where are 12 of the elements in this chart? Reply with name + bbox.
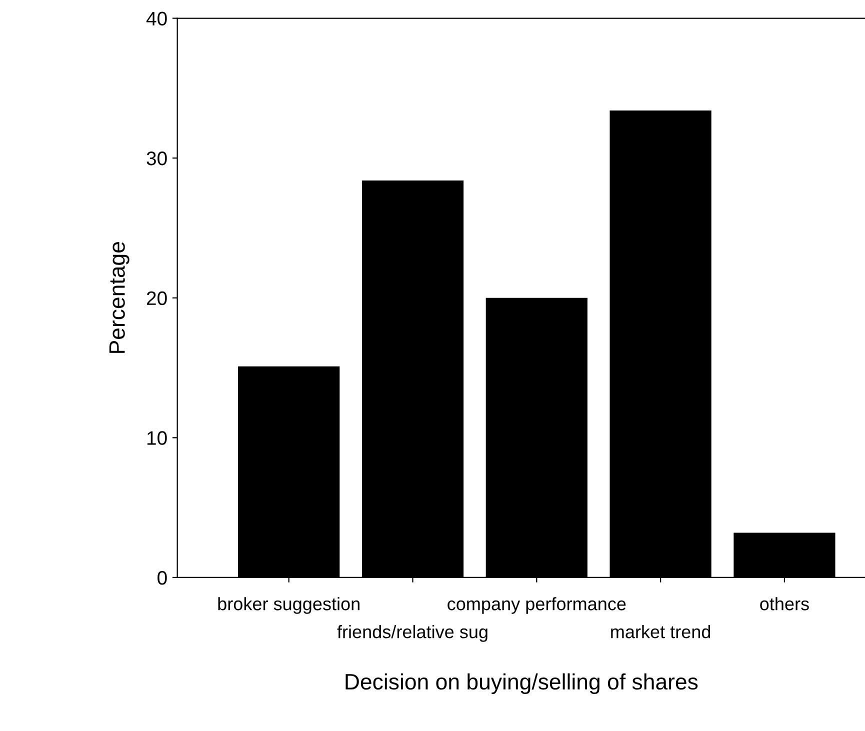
y-axis-title: Percentage	[109, 242, 130, 353]
x-tick-label: broker suggestion	[218, 597, 360, 614]
y-tick-label: 30	[146, 152, 167, 166]
x-tick-label: market trend	[611, 625, 710, 638]
x-tick-label: company performance	[448, 597, 626, 614]
y-tick-label: 20	[146, 291, 167, 306]
x-tick-label: others	[760, 597, 809, 610]
x-tick-label: friends/relative sug	[337, 625, 488, 642]
x-axis-title: Decision on buying/selling of shares	[346, 673, 698, 694]
y-tick-label: 0	[158, 570, 167, 585]
y-tick-label: 10	[147, 431, 167, 445]
y-tick-label: 40	[146, 12, 167, 26]
